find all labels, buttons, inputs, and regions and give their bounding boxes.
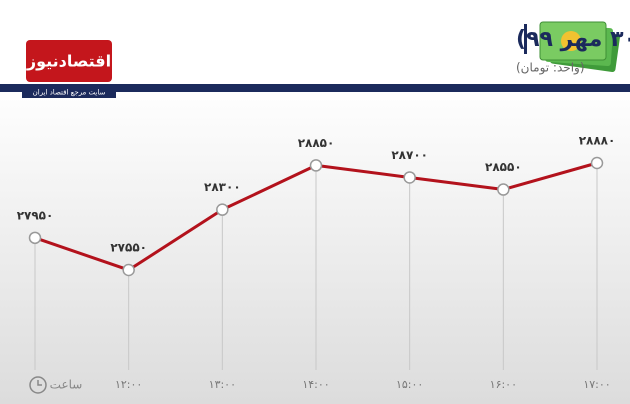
x-tick-label: ۱۲:۰۰: [115, 378, 142, 391]
point: [122, 263, 135, 277]
logo-box: [26, 40, 112, 82]
logo-name: اقتصادنیوز: [26, 52, 111, 71]
data-label: ۲۸۵۵۰: [485, 160, 522, 174]
title-bar: [524, 24, 527, 54]
data-label: ۲۸۳۰۰: [204, 180, 241, 194]
point: [216, 203, 229, 216]
clock-hands: [37, 380, 42, 386]
title: روند بهای دلار (چهارشنبه ۳۰ مهر ۹۹): [516, 27, 630, 52]
data-label: ۲۷۹۵۰: [17, 208, 54, 222]
data-label: ۲۷۵۵۰: [110, 241, 147, 255]
data-label: ۲۸۸۵۰: [298, 136, 335, 150]
x-tick-label: ۱۷:۰۰: [583, 378, 610, 391]
header-band: [0, 84, 630, 92]
data-label: ۲۸۷۰۰: [391, 148, 428, 162]
chart-bg: [0, 86, 630, 404]
point: [497, 183, 510, 196]
x-tick-label: ۱۳:۰۰: [209, 378, 236, 391]
x-tick-label: ۱۵:۰۰: [396, 378, 423, 391]
subtitle: (واحد: تومان): [516, 61, 585, 76]
x-tick-label: ۱۴:۰۰: [302, 378, 329, 391]
point: [590, 156, 604, 170]
money-icon: [539, 21, 620, 73]
point: [28, 231, 42, 245]
point: [403, 171, 416, 184]
x-tick-label: ۱۶:۰۰: [490, 378, 517, 391]
x-axis-label: ساعت: [50, 378, 83, 392]
logo-tagline: سایت مرجع اقتصاد ایران: [33, 89, 106, 97]
tagline-box: [22, 86, 116, 98]
point: [309, 159, 323, 172]
data-label: ۲۸۸۸۰: [579, 134, 616, 148]
clock-icon: [29, 376, 47, 394]
